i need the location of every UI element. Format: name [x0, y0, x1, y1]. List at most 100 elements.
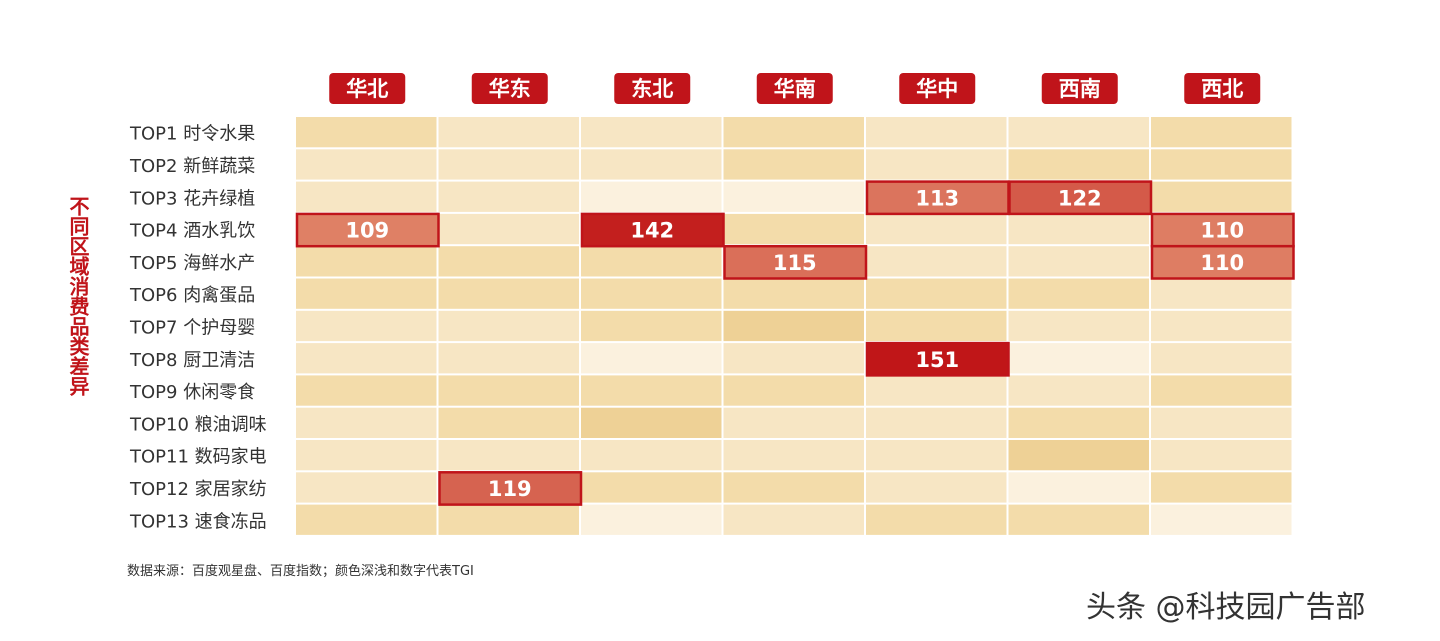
column-header: 华南 [756, 73, 833, 104]
column-header-label: 华东 [489, 77, 531, 101]
cell-value-label: 151 [915, 348, 959, 372]
heatmap-cell [296, 504, 437, 535]
cell-value-label: 113 [915, 186, 959, 210]
heatmap-cell [1008, 472, 1149, 503]
heatmap-cell [1151, 407, 1292, 438]
heatmap-cell [581, 440, 722, 471]
heatmap-cell [438, 117, 579, 148]
column-header: 华东 [471, 73, 548, 104]
column-header: 东北 [614, 73, 691, 104]
column-header-box [329, 73, 406, 104]
heatmap-cell [866, 504, 1007, 535]
heatmap-cell [1008, 440, 1149, 471]
heatmap-cell [438, 278, 579, 309]
heatmap-cell [866, 407, 1007, 438]
heatmap-cell [438, 407, 579, 438]
cell-value-label: 115 [773, 251, 817, 275]
column-header-label: 西北 [1201, 77, 1243, 101]
heatmap-cell [296, 472, 437, 503]
heatmap-cell [581, 504, 722, 535]
heatmap-cell [1008, 149, 1149, 180]
row-label: TOP3 花卉绿植 [129, 188, 255, 209]
cell-value-label: 109 [345, 219, 389, 243]
heatmap-cell [723, 278, 864, 309]
heatmap-value-cell [723, 244, 868, 280]
heatmap-cell [581, 117, 722, 148]
heatmap-cell [296, 310, 437, 342]
cell-value-label: 119 [488, 477, 532, 501]
column-header-box [1041, 73, 1118, 104]
vertical-title: 不同区域消费品类差异 [66, 196, 90, 396]
heatmap-cell [296, 278, 437, 309]
heatmap-value-cell [295, 212, 440, 248]
heatmap-value-cell [1008, 180, 1153, 216]
heatmap-cell [723, 117, 864, 148]
heatmap-cell [1008, 310, 1149, 342]
heatmap-cell [581, 472, 722, 503]
heatmap-cell [866, 310, 1007, 342]
column-header-label: 东北 [631, 77, 673, 101]
heatmap-cell [1151, 181, 1292, 212]
cell-value-label: 110 [1200, 219, 1244, 243]
heatmap-cell [581, 246, 722, 277]
heatmap-cell [1008, 246, 1149, 277]
heatmap-cell [1151, 504, 1292, 535]
heatmap-cell [438, 375, 579, 406]
heatmap-cell [438, 343, 579, 374]
heatmap-cell [1008, 343, 1149, 374]
heatmap-cell [1008, 375, 1149, 406]
heatmap-value-cell [580, 212, 725, 248]
heatmap-cell [866, 149, 1007, 180]
heatmap-cell [581, 278, 722, 309]
heatmap-cell [723, 440, 864, 471]
heatmap-cell [1151, 375, 1292, 406]
column-header-label: 西南 [1059, 77, 1101, 101]
column-header: 华中 [899, 73, 976, 104]
heatmap-cell [581, 407, 722, 438]
heatmap-cell [438, 213, 579, 245]
heatmap-cell [296, 407, 437, 438]
row-label: TOP6 肉禽蛋品 [129, 285, 255, 306]
heatmap-cell [296, 246, 437, 277]
watermark: 头条 @科技园广告部 [1086, 590, 1366, 625]
heatmap-value-cell [865, 341, 1010, 377]
heatmap-cell [296, 440, 437, 471]
heatmap-cell [1151, 278, 1292, 309]
heatmap-cell [866, 472, 1007, 503]
heatmap-cell [581, 310, 722, 342]
heatmap-cell [438, 246, 579, 277]
column-header-label: 华中 [916, 77, 958, 101]
row-label: TOP9 休闲零食 [129, 382, 255, 403]
heatmap-cell [296, 149, 437, 180]
row-label: TOP12 家居家纺 [129, 479, 267, 500]
heatmap-value-cell [1150, 244, 1295, 280]
heatmap-cell [723, 343, 864, 374]
heatmap-cell [866, 117, 1007, 148]
heatmap-cell [723, 407, 864, 438]
row-label: TOP7 个护母婴 [129, 317, 255, 338]
source-note: 数据来源：百度观星盘、百度指数；颜色深浅和数字代表TGI [127, 564, 474, 579]
heatmap-cell [866, 375, 1007, 406]
column-header-box [756, 73, 833, 104]
column-header-box [1184, 73, 1261, 104]
row-label: TOP4 酒水乳饮 [129, 221, 255, 242]
heatmap-cell [1151, 310, 1292, 342]
heatmap-cell [866, 246, 1007, 277]
heatmap-cell [723, 504, 864, 535]
column-header-box [471, 73, 548, 104]
row-label: TOP5 海鲜水产 [129, 253, 255, 274]
heatmap-cell [296, 117, 437, 148]
heatmap-cell [1008, 213, 1149, 245]
heatmap-cell [581, 149, 722, 180]
heatmap-cell [723, 149, 864, 180]
heatmap-cell [296, 343, 437, 374]
heatmap-cell [438, 440, 579, 471]
heatmap-cell [296, 181, 437, 212]
column-header: 西北 [1184, 73, 1261, 104]
heatmap-value-cell [438, 471, 583, 506]
heatmap-cell [866, 213, 1007, 245]
heatmap-cell [1151, 149, 1292, 180]
column-header-label: 华南 [774, 77, 816, 101]
heatmap-cell [1008, 278, 1149, 309]
heatmap-cell [866, 440, 1007, 471]
